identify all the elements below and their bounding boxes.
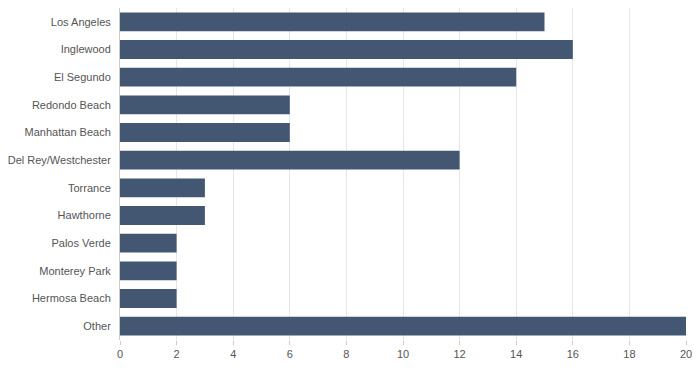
- svg-text:Del Rey/Westchester: Del Rey/Westchester: [8, 154, 111, 166]
- svg-text:Hermosa Beach: Hermosa Beach: [32, 292, 111, 304]
- svg-text:4: 4: [230, 348, 236, 360]
- svg-text:0: 0: [117, 348, 123, 360]
- svg-text:Manhattan Beach: Manhattan Beach: [25, 126, 111, 138]
- svg-text:El Segundo: El Segundo: [54, 71, 111, 83]
- svg-text:6: 6: [287, 348, 293, 360]
- svg-text:2: 2: [174, 348, 180, 360]
- svg-text:Los Angeles: Los Angeles: [51, 16, 111, 28]
- svg-text:10: 10: [397, 348, 409, 360]
- svg-text:14: 14: [510, 348, 522, 360]
- svg-text:Torrance: Torrance: [68, 182, 111, 194]
- svg-text:Other: Other: [83, 320, 111, 332]
- svg-text:Monterey Park: Monterey Park: [39, 265, 111, 277]
- svg-text:Inglewood: Inglewood: [61, 43, 111, 55]
- svg-text:12: 12: [453, 348, 465, 360]
- svg-text:Redondo Beach: Redondo Beach: [32, 99, 111, 111]
- svg-text:20: 20: [680, 348, 692, 360]
- svg-text:18: 18: [623, 348, 635, 360]
- svg-text:Palos Verde: Palos Verde: [51, 237, 110, 249]
- svg-text:Hawthorne: Hawthorne: [58, 209, 111, 221]
- svg-text:16: 16: [567, 348, 579, 360]
- svg-text:8: 8: [343, 348, 349, 360]
